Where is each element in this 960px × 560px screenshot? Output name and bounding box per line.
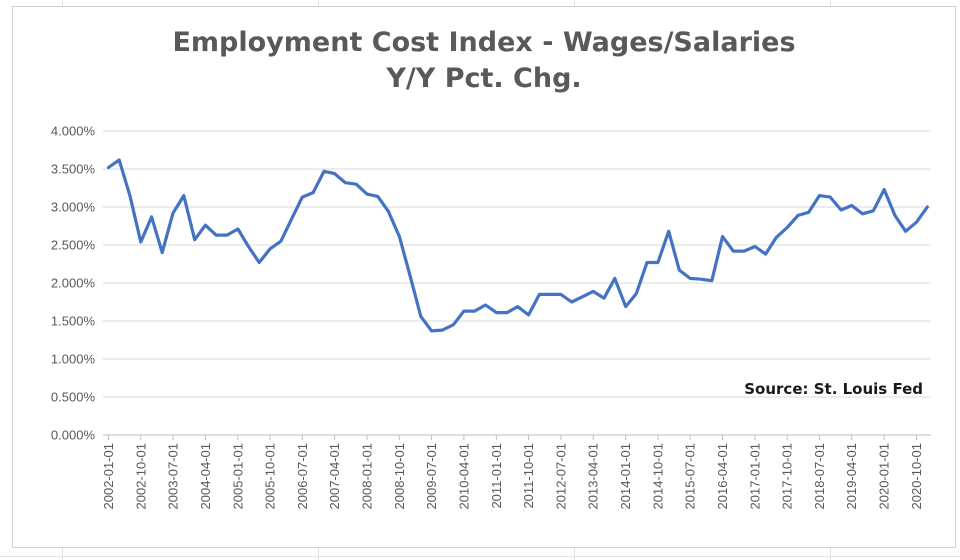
x-tick-label: 2014-10-01	[650, 443, 665, 510]
x-tick-label: 2019-04-01	[844, 443, 859, 510]
x-tick-label: 2020-10-01	[909, 443, 924, 510]
x-tick-label: 2002-10-01	[133, 443, 148, 510]
series-layer	[106, 158, 929, 333]
y-tick-label: 1.500%	[51, 314, 96, 329]
chart-title: Employment Cost Index - Wages/Salaries Y…	[13, 25, 955, 97]
x-tick-label: 2003-07-01	[165, 443, 180, 510]
x-tick-label: 2011-10-01	[521, 443, 536, 509]
x-tick-label: 2010-04-01	[456, 443, 471, 510]
x-tick-label: 2016-04-01	[715, 443, 730, 510]
series-line	[106, 158, 929, 333]
y-tick-label: 2.000%	[51, 276, 96, 291]
x-tick-label: 2017-01-01	[747, 443, 762, 510]
x-tick-label: 2005-01-01	[230, 443, 245, 510]
x-tick-label: 2017-10-01	[780, 443, 795, 510]
x-tick-label: 2012-07-01	[553, 443, 568, 510]
chart-title-line-2: Y/Y Pct. Chg.	[386, 63, 582, 94]
x-tick-label: 2008-01-01	[360, 443, 375, 510]
x-tick-label: 2013-04-01	[586, 443, 601, 510]
y-tick-label: 3.500%	[51, 162, 96, 177]
y-tick-label: 0.000%	[51, 428, 96, 443]
x-tick-label: 2020-01-01	[877, 443, 892, 510]
y-tick-label: 0.500%	[51, 390, 96, 405]
x-tick-label: 2018-07-01	[812, 443, 827, 510]
x-tick-label: 2007-04-01	[327, 443, 342, 510]
x-tick-label: 2015-07-01	[683, 443, 698, 510]
gridlines	[103, 130, 931, 436]
y-tick-label: 4.000%	[51, 124, 96, 139]
line-chart: 0.000% 0.500% 1.000% 1.500% 2.000% 2.500% 3.00…	[51, 124, 931, 510]
y-axis: 0.000% 0.500% 1.000% 1.500% 2.000% 2.500% 3.00…	[51, 124, 96, 443]
y-tick-label: 1.000%	[51, 352, 96, 367]
x-tick-label: 2006-07-01	[295, 443, 310, 510]
source-annotation: Source: St. Louis Fed	[744, 380, 923, 398]
chart-title-line-1: Employment Cost Index - Wages/Salaries	[172, 27, 796, 58]
x-tick-label: 2009-07-01	[424, 443, 439, 510]
x-tick-label: 2005-10-01	[263, 443, 278, 510]
x-tick-label: 2011-01-01	[489, 443, 504, 509]
chart-area[interactable]: Employment Cost Index - Wages/Salaries Y…	[12, 6, 956, 548]
y-tick-label: 2.500%	[51, 238, 96, 253]
x-axis: 2002-01-01 2002-10-01 2003-07-01 2004-04-01…	[101, 435, 924, 510]
x-tick-label: 2014-01-01	[618, 443, 633, 510]
x-tick-label: 2002-01-01	[101, 443, 116, 510]
cell-gridline	[0, 556, 960, 557]
y-tick-label: 3.000%	[51, 200, 96, 215]
x-tick-label: 2008-10-01	[392, 443, 407, 510]
x-tick-label: 2004-04-01	[198, 443, 213, 510]
